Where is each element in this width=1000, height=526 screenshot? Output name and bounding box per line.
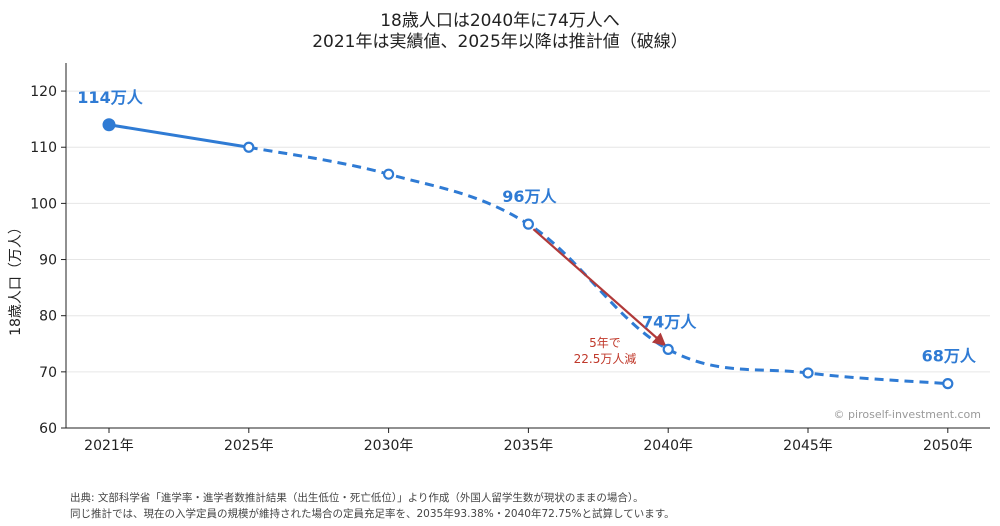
data-point bbox=[243, 141, 255, 153]
data-point bbox=[802, 367, 814, 379]
x-tick-label: 2030年 bbox=[364, 438, 414, 454]
data-point-actual bbox=[102, 118, 116, 132]
x-tick-label: 2035年 bbox=[504, 438, 554, 454]
x-tick-label: 2045年 bbox=[783, 438, 833, 454]
data-label: 74万人 bbox=[642, 312, 697, 331]
decline-annotation: 22.5万人減 bbox=[574, 351, 637, 366]
y-axis-label: 18歳人口（万人） bbox=[8, 220, 24, 336]
y-tick-label: 80 bbox=[39, 309, 57, 325]
x-tick-label: 2025年 bbox=[224, 438, 274, 454]
data-point bbox=[522, 218, 535, 230]
data-label: 68万人 bbox=[922, 347, 977, 366]
data-point bbox=[383, 168, 395, 180]
x-tick-label: 2050年 bbox=[923, 438, 973, 454]
x-tick-label: 2040年 bbox=[643, 438, 693, 454]
chart-subtitle: 2021年は実績値、2025年以降は推計値（破線） bbox=[312, 32, 688, 52]
data-label: 96万人 bbox=[502, 187, 557, 206]
data-point bbox=[942, 378, 954, 390]
footer-note: 同じ推計では、現在の入学定員の規模が維持された場合の定員充足率を、2035年93… bbox=[70, 508, 675, 520]
x-tick-label: 2021年 bbox=[84, 438, 134, 454]
decline-annotation: 5年で bbox=[589, 336, 621, 350]
chart-title: 18歳人口は2040年に74万人へ bbox=[380, 11, 620, 31]
projection-line bbox=[248, 145, 948, 386]
y-tick-label: 100 bbox=[30, 196, 57, 212]
watermark: © piroself-investment.com bbox=[834, 408, 981, 421]
decline-arrow bbox=[532, 228, 667, 347]
y-tick-label: 70 bbox=[39, 365, 57, 381]
y-tick-label: 90 bbox=[39, 253, 57, 269]
y-tick-label: 60 bbox=[39, 421, 57, 437]
data-label: 114万人 bbox=[77, 88, 143, 107]
footer-source: 出典: 文部科学省「進学率・進学者数推計結果（出生低位・死亡低位）」より作成（外… bbox=[70, 492, 644, 504]
y-tick-label: 110 bbox=[30, 140, 57, 156]
actual-line bbox=[108, 123, 250, 149]
data-point bbox=[662, 343, 674, 355]
y-tick-label: 120 bbox=[30, 84, 57, 100]
